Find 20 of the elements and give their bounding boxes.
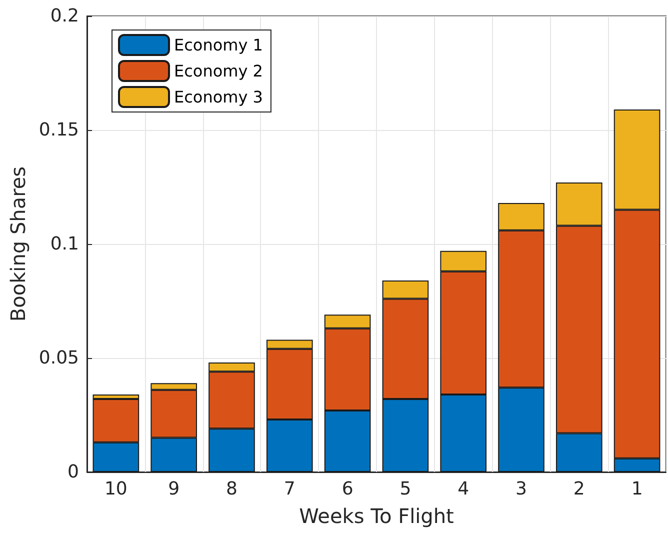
- x-tick-label: 4: [458, 478, 470, 500]
- y-tick-label: 0: [68, 462, 79, 482]
- y-tick-label: 0.2: [50, 6, 79, 26]
- legend-label: Economy 1: [174, 36, 263, 54]
- x-tick-label: 5: [400, 478, 412, 500]
- legend-label: Economy 3: [174, 88, 263, 106]
- x-axis-title: Weeks To Flight: [299, 504, 454, 528]
- y-tick-label: 0.1: [50, 234, 79, 254]
- y-tick-label: 0.15: [38, 120, 79, 140]
- x-tick-label: 10: [104, 478, 128, 500]
- x-tick-label: 6: [342, 478, 354, 500]
- x-tick-label: 3: [516, 478, 527, 500]
- y-axis-title: Booking Shares: [6, 166, 30, 322]
- x-tick-label: 7: [284, 478, 296, 500]
- y-tick-label: 0.05: [38, 348, 79, 368]
- x-tick-label: 8: [226, 478, 238, 500]
- x-tick-label: 9: [168, 478, 180, 500]
- x-tick-label: 1: [631, 478, 643, 500]
- legend-label: Economy 2: [174, 62, 263, 80]
- x-tick-label: 2: [573, 478, 585, 500]
